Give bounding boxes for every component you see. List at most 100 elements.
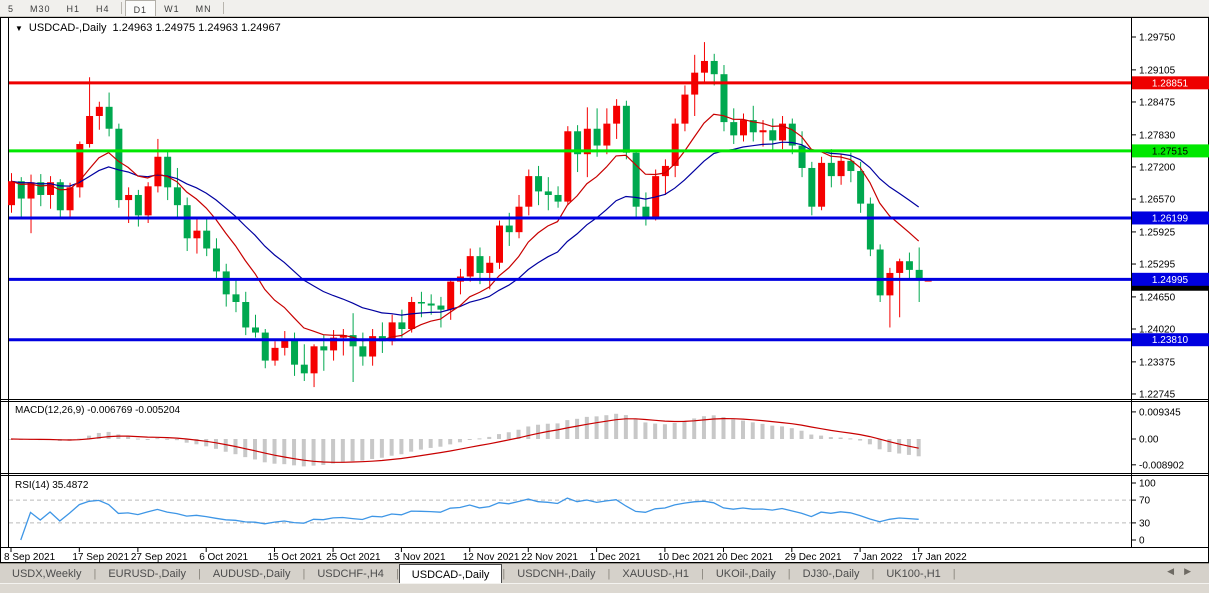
macd-histogram-bar [457, 439, 462, 443]
macd-histogram-bar [858, 439, 863, 441]
tab-separator: | [502, 568, 506, 580]
macd-histogram-bar [711, 415, 716, 439]
macd-histogram-bar [331, 439, 336, 464]
tab-separator: | [871, 568, 875, 580]
macd-histogram-bar [282, 439, 287, 465]
candle-body [544, 191, 552, 195]
candle-body [105, 106, 113, 129]
candle-body [398, 322, 406, 330]
candle-body [76, 144, 84, 188]
candle-body [134, 194, 142, 216]
tab-dj30-daily[interactable]: DJ30-,Daily [802, 568, 860, 580]
macd-histogram-bar [516, 429, 521, 439]
macd-histogram-bar [370, 439, 375, 459]
macd-histogram-bar [653, 423, 658, 439]
candle-body [496, 225, 503, 263]
macd-histogram-bar [838, 437, 843, 439]
ma-slow-line [10, 141, 920, 316]
chart-canvas[interactable]: 1.29750 1.29105 1.28475 1.27830 1.27200 1.265… [1, 18, 1209, 562]
date-tick-label: 3 Nov 2021 [394, 552, 446, 562]
candle-body [66, 187, 74, 211]
toolbar-separator [222, 2, 224, 14]
macd-histogram-bar [155, 438, 160, 440]
macd-histogram-bar [350, 439, 355, 462]
tab-usdchf-h4[interactable]: USDCHF-,H4 [317, 568, 384, 580]
timeframe-button-w1[interactable]: W1 [164, 4, 180, 14]
timeframe-button-mn[interactable]: MN [195, 4, 212, 14]
price-tick-label: 1.26570 [1139, 195, 1176, 206]
macd-histogram-bar [223, 439, 228, 452]
macd-histogram-bar [145, 439, 150, 440]
macd-histogram-bar [633, 418, 638, 439]
candle-body [583, 128, 591, 155]
macd-indicator-label: MACD(12,26,9) -0.006769 -0.005204 [15, 405, 181, 416]
tab-usdx-weekly[interactable]: USDX,Weekly [12, 568, 82, 580]
candle-body [730, 122, 738, 136]
candle-body [847, 160, 855, 172]
tab-eurusd-daily[interactable]: EURUSD-,Daily [108, 568, 186, 580]
timeframe-button-5[interactable]: 5 [8, 4, 15, 14]
candle-body [661, 165, 669, 177]
candle-body [905, 261, 913, 270]
date-tick-label: 25 Oct 2021 [326, 552, 381, 562]
macd-histogram-bar [877, 439, 882, 450]
price-level-badge-label: 1.27515 [1152, 146, 1189, 157]
date-tick-label: 1 Dec 2021 [590, 552, 642, 562]
candle-body [574, 131, 582, 155]
macd-scale-label: 0.00 [1139, 435, 1159, 446]
tab-xauusd-h1[interactable]: XAUUSD-,H1 [622, 568, 689, 580]
timeframe-button-h4[interactable]: H4 [96, 4, 110, 14]
timeframe-button-d1[interactable]: D1 [124, 0, 157, 16]
candle-body [857, 171, 865, 204]
tab-usdcnh-daily[interactable]: USDCNH-,Daily [517, 568, 596, 580]
macd-signal-line [10, 417, 919, 463]
macd-histogram-bar [614, 413, 619, 439]
rsi-scale-label: 70 [1139, 496, 1151, 507]
macd-histogram-bar [448, 439, 453, 445]
tab-scroll-right-icon[interactable]: ▶ [1184, 566, 1191, 576]
price-level-badge [1132, 76, 1209, 90]
tab-uk100-h1[interactable]: UK100-,H1 [886, 568, 941, 580]
candle-body [866, 203, 874, 250]
candle-body [242, 301, 250, 328]
macd-histogram-bar [96, 432, 101, 439]
tab-separator: | [607, 568, 611, 580]
tab-scroll-left-icon[interactable]: ◀ [1167, 566, 1175, 576]
candle-body [808, 167, 816, 207]
macd-histogram-bar [721, 417, 726, 439]
price-tick-label: 1.22745 [1139, 389, 1176, 400]
tab-audusd-daily[interactable]: AUDUSD-,Daily [212, 568, 291, 580]
chart-window: 1.29750 1.29105 1.28475 1.27830 1.27200 1.265… [0, 17, 1209, 563]
price-level-badge-label: 1.24995 [1152, 275, 1189, 286]
macd-histogram-bar [174, 439, 179, 441]
macd-histogram-bar [262, 439, 267, 463]
candle-body [779, 123, 787, 141]
tab-scroll-arrows: ◀ ▶ [1167, 566, 1191, 577]
tab-separator: | [93, 568, 97, 580]
price-level-badge [1132, 211, 1209, 225]
price-tick-label: 1.27830 [1139, 130, 1176, 141]
macd-histogram-bar [848, 438, 853, 440]
candle-body [818, 162, 826, 207]
tab-usdcad-daily[interactable]: USDCAD-,Daily [398, 564, 503, 583]
macd-histogram-bar [526, 426, 531, 439]
candle-body [232, 294, 240, 302]
price-tick-label: 1.25295 [1139, 260, 1176, 271]
tab-ukoil-daily[interactable]: UKOil-,Daily [715, 568, 776, 580]
date-tick-label: 20 Dec 2021 [716, 552, 773, 562]
candle-body [320, 346, 328, 351]
timeframe-button-m30[interactable]: M30 [30, 4, 51, 14]
macd-histogram-bar [760, 423, 765, 439]
candle-body [212, 248, 220, 272]
candle-body [427, 303, 435, 306]
candle-body [203, 230, 211, 249]
toolbar-separator [120, 2, 122, 14]
macd-histogram-bar [292, 439, 297, 466]
symbol-dropdown-arrow[interactable]: ▼ [15, 23, 23, 33]
candle-body [749, 120, 757, 133]
candle-body [369, 336, 377, 357]
candle-body [525, 176, 533, 207]
macd-histogram-bar [750, 422, 755, 439]
date-tick-label: 17 Sep 2021 [72, 552, 129, 562]
timeframe-button-h1[interactable]: H1 [66, 4, 81, 14]
